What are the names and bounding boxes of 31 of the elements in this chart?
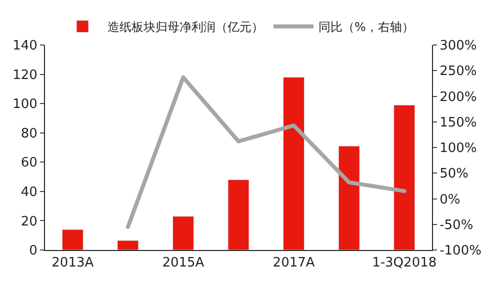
y2-tick-label: -50%	[440, 218, 474, 233]
bar	[338, 146, 360, 250]
y2-tick-label: 0%	[440, 192, 460, 208]
y2-tick-label: 300%	[440, 38, 477, 54]
line-series	[126, 75, 406, 229]
x-tick-label: 1-3Q2018	[372, 256, 437, 271]
y2-tick-label: -100%	[440, 244, 482, 259]
y2-tick-label: 250%	[440, 64, 477, 80]
x-tick-label: 2017A	[272, 256, 315, 271]
bar	[117, 240, 139, 250]
y-tick-label: 60	[20, 156, 38, 171]
y2-tick-label: 150%	[440, 115, 477, 130]
y-tick-label: 0	[29, 244, 38, 259]
bar	[172, 216, 194, 250]
bar	[228, 179, 250, 250]
bar	[283, 76, 305, 250]
x-tick-label: 2013A	[52, 256, 94, 271]
y-tick-label: 40	[20, 184, 38, 200]
bar	[394, 104, 416, 250]
legend-label: 造纸板块归母净利润（亿元）	[108, 20, 264, 34]
y-tick-label: 20	[20, 214, 38, 230]
bar	[62, 229, 84, 250]
y2-tick-label: 200%	[440, 90, 477, 105]
y2-tick-label: 50%	[440, 166, 469, 182]
y-tick-label: 100	[12, 97, 38, 112]
x-tick-label: 2015A	[162, 256, 204, 271]
y2-tick-label: 100%	[440, 141, 477, 156]
y-tick-label: 140	[12, 38, 38, 54]
y-tick-label: 120	[12, 68, 38, 83]
legend-label: 同比（%，右轴）	[318, 20, 414, 34]
y-tick-label: 80	[20, 126, 38, 142]
